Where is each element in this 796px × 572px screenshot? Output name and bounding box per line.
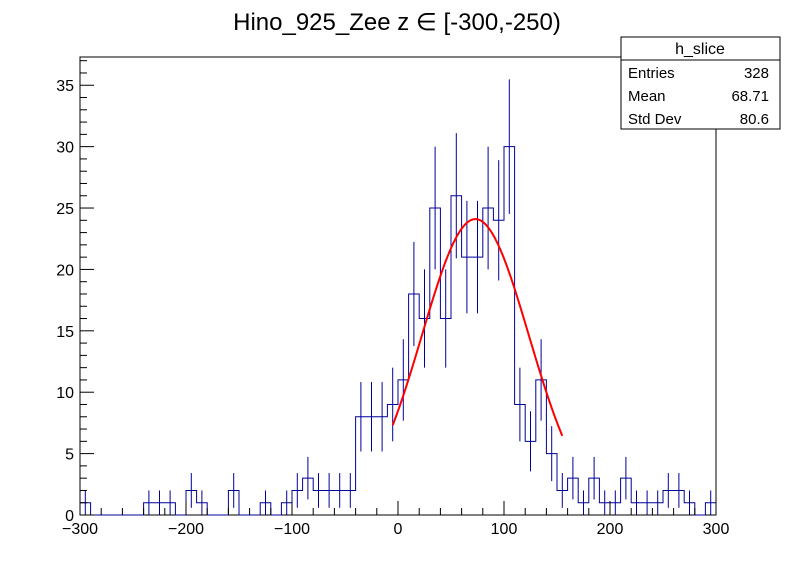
stats-box-title: h_slice bbox=[675, 41, 725, 58]
y-tick-label: 35 bbox=[56, 78, 74, 95]
stats-entries-value: 328 bbox=[744, 65, 769, 82]
y-tick-label: 10 bbox=[56, 385, 74, 402]
stats-box: h_slice Entries 328 Mean 68.71 Std Dev 8… bbox=[620, 36, 781, 130]
stats-mean-value: 68.71 bbox=[731, 88, 769, 105]
x-tick-label: −300 bbox=[62, 521, 98, 538]
error-bars bbox=[84, 79, 712, 515]
x-tick-label: 200 bbox=[597, 521, 624, 538]
x-axis: −300 −200 −100 0 100 200 300 bbox=[62, 501, 729, 538]
y-tick-label: 15 bbox=[56, 324, 74, 341]
x-tick-label: 0 bbox=[394, 521, 403, 538]
x-tick-label: 300 bbox=[703, 521, 730, 538]
gaussian-fit-curve bbox=[391, 218, 564, 437]
x-tick-label: 100 bbox=[491, 521, 518, 538]
y-tick-label: 5 bbox=[65, 447, 74, 464]
y-tick-label: 0 bbox=[65, 508, 74, 525]
chart-title: Hino_925_Zee z ∈ [-300,-250) bbox=[233, 9, 561, 36]
stats-entries-label: Entries bbox=[628, 65, 675, 82]
stats-mean-label: Mean bbox=[628, 88, 666, 105]
y-tick-label: 20 bbox=[56, 262, 74, 279]
histogram-outline bbox=[79, 146, 717, 516]
x-tick-label: −200 bbox=[168, 521, 204, 538]
y-tick-label: 25 bbox=[56, 201, 74, 218]
stats-stddev-value: 80.6 bbox=[740, 111, 769, 128]
y-axis: 0 5 10 15 20 25 30 35 bbox=[56, 60, 94, 525]
stats-stddev-label: Std Dev bbox=[628, 111, 682, 128]
y-tick-label: 30 bbox=[56, 140, 74, 157]
x-tick-label: −100 bbox=[274, 521, 310, 538]
